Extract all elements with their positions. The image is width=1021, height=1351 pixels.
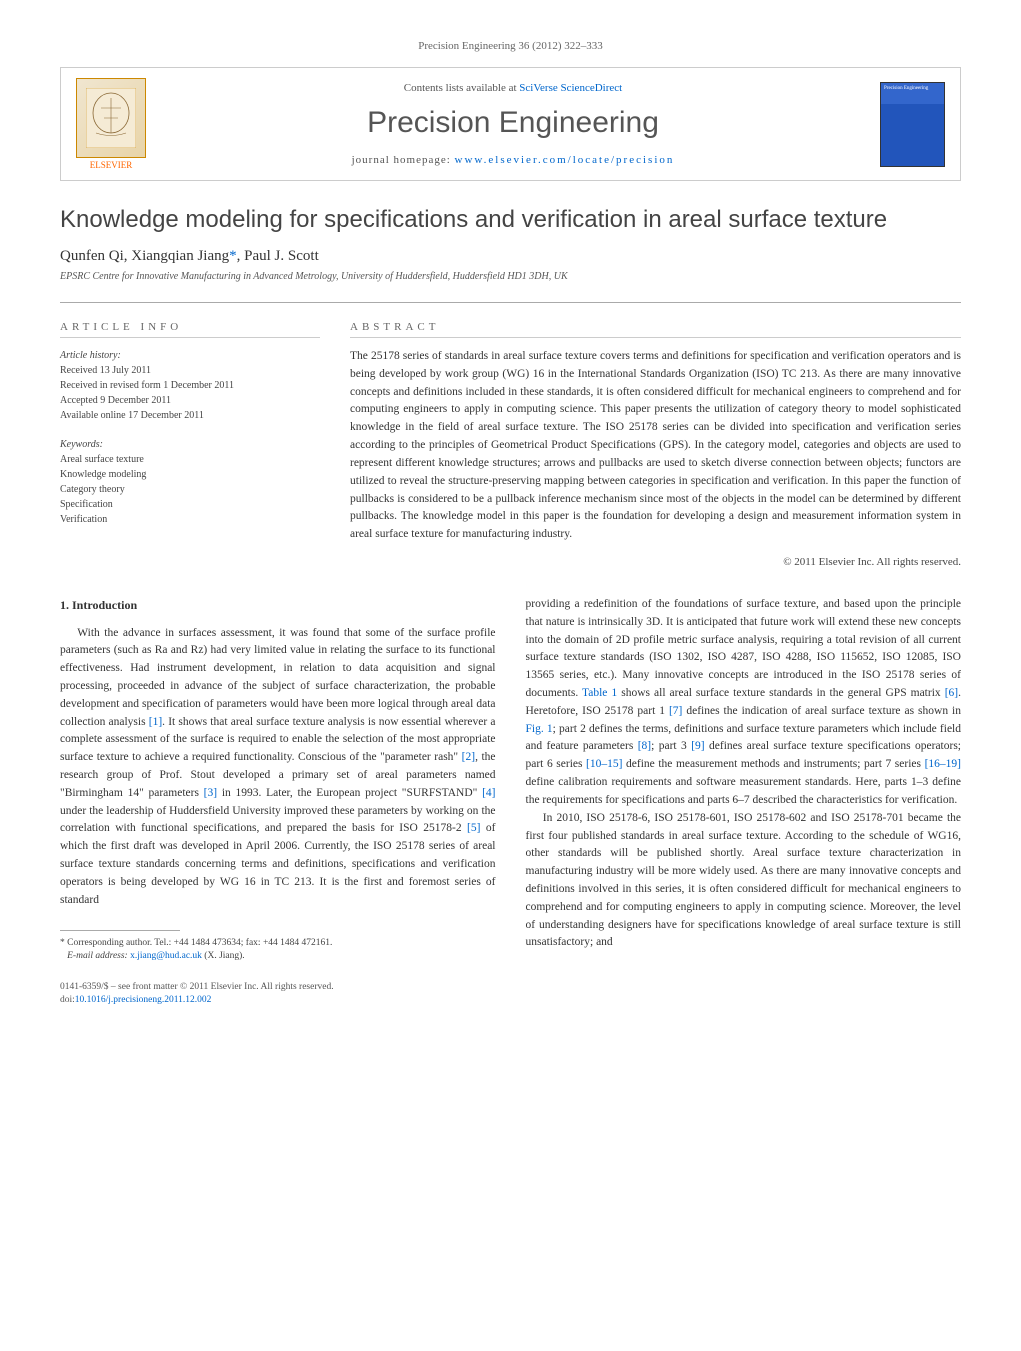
received-date: Received 13 July 2011 xyxy=(60,363,320,378)
online-date: Available online 17 December 2011 xyxy=(60,408,320,423)
table-1-link[interactable]: Table 1 xyxy=(582,687,617,699)
keyword-5: Verification xyxy=(60,512,320,527)
keyword-4: Specification xyxy=(60,497,320,512)
contents-prefix: Contents lists available at xyxy=(404,82,519,94)
affiliation: EPSRC Centre for Innovative Manufacturin… xyxy=(60,271,961,282)
header-center: Contents lists available at SciVerse Sci… xyxy=(146,82,880,166)
front-matter: 0141-6359/$ – see front matter © 2011 El… xyxy=(60,981,496,994)
email-link[interactable]: x.jiang@hud.ac.uk xyxy=(130,951,202,961)
citation-link[interactable]: Precision Engineering 36 (2012) 322–333 xyxy=(418,40,603,52)
article-info-label: article info xyxy=(60,321,320,338)
fig-1-link[interactable]: Fig. 1 xyxy=(526,723,553,735)
homepage-line: journal homepage: www.elsevier.com/locat… xyxy=(166,154,860,166)
keyword-2: Knowledge modeling xyxy=(60,467,320,482)
intro-para-1: With the advance in surfaces assessment,… xyxy=(60,625,496,910)
elsevier-label: ELSEVIER xyxy=(76,160,146,170)
ref-8[interactable]: [8] xyxy=(638,740,651,752)
intro-para-2: providing a redefinition of the foundati… xyxy=(526,596,962,810)
homepage-prefix: journal homepage: xyxy=(352,154,455,166)
footnote-divider xyxy=(60,930,180,931)
info-abstract-row: article info Article history: Received 1… xyxy=(60,302,961,568)
intro-para-3: In 2010, ISO 25178-6, ISO 25178-601, ISO… xyxy=(526,810,962,953)
ref-6[interactable]: [6] xyxy=(945,687,958,699)
contents-line: Contents lists available at SciVerse Sci… xyxy=(166,82,860,94)
abstract-label: abstract xyxy=(350,321,961,338)
doi-link[interactable]: 10.1016/j.precisioneng.2011.12.002 xyxy=(75,995,212,1005)
citation-header: Precision Engineering 36 (2012) 322–333 xyxy=(60,40,961,52)
corresponding-mark[interactable]: * xyxy=(229,248,237,264)
corresponding-footnote: * Corresponding author. Tel.: +44 1484 4… xyxy=(60,937,496,964)
article-info-column: article info Article history: Received 1… xyxy=(60,321,320,568)
journal-title: Precision Engineering xyxy=(166,106,860,140)
ref-2[interactable]: [2] xyxy=(462,751,475,763)
ref-16-19[interactable]: [16–19] xyxy=(925,758,961,770)
copyright-line: © 2011 Elsevier Inc. All rights reserved… xyxy=(350,556,961,568)
email-label: E-mail address: xyxy=(67,951,130,961)
accepted-date: Accepted 9 December 2011 xyxy=(60,393,320,408)
last-author: , Paul J. Scott xyxy=(237,248,319,264)
keyword-1: Areal surface texture xyxy=(60,452,320,467)
scidir-link[interactable]: SciVerse ScienceDirect xyxy=(519,82,622,94)
ref-5[interactable]: [5] xyxy=(467,822,480,834)
article-title: Knowledge modeling for specifications an… xyxy=(60,206,961,234)
journal-header-box: ELSEVIER Contents lists available at Sci… xyxy=(60,67,961,181)
ref-4[interactable]: [4] xyxy=(482,787,495,799)
ref-1[interactable]: [1] xyxy=(149,716,162,728)
ref-3[interactable]: [3] xyxy=(204,787,217,799)
abstract-column: abstract The 25178 series of standards i… xyxy=(350,321,961,568)
ref-7[interactable]: [7] xyxy=(669,705,682,717)
cover-label: Precision Engineering xyxy=(884,86,928,91)
footer-info: 0141-6359/$ – see front matter © 2011 El… xyxy=(60,981,496,1008)
history-block: Article history: Received 13 July 2011 R… xyxy=(60,348,320,423)
body-columns: 1. Introduction With the advance in surf… xyxy=(60,596,961,1008)
body-col-right: providing a redefinition of the foundati… xyxy=(526,596,962,1008)
doi-prefix: doi: xyxy=(60,995,75,1005)
journal-cover-thumbnail: Precision Engineering xyxy=(880,82,945,167)
body-col-left: 1. Introduction With the advance in surf… xyxy=(60,596,496,1008)
abstract-text: The 25178 series of standards in areal s… xyxy=(350,348,961,544)
authors-text: Qunfen Qi, Xiangqian Jiang xyxy=(60,248,229,264)
corr-text: * Corresponding author. Tel.: +44 1484 4… xyxy=(60,938,332,948)
history-label: Article history: xyxy=(60,348,320,363)
ref-9[interactable]: [9] xyxy=(691,740,704,752)
keyword-3: Category theory xyxy=(60,482,320,497)
keywords-label: Keywords: xyxy=(60,437,320,452)
elsevier-tree-icon xyxy=(76,78,146,158)
ref-10-15[interactable]: [10–15] xyxy=(586,758,622,770)
homepage-link[interactable]: www.elsevier.com/locate/precision xyxy=(455,154,675,166)
authors-line: Qunfen Qi, Xiangqian Jiang*, Paul J. Sco… xyxy=(60,248,961,265)
email-suffix: (X. Jiang). xyxy=(202,951,245,961)
keywords-block: Keywords: Areal surface texture Knowledg… xyxy=(60,437,320,527)
elsevier-block: ELSEVIER xyxy=(76,78,146,170)
intro-heading: 1. Introduction xyxy=(60,596,496,615)
revised-date: Received in revised form 1 December 2011 xyxy=(60,378,320,393)
